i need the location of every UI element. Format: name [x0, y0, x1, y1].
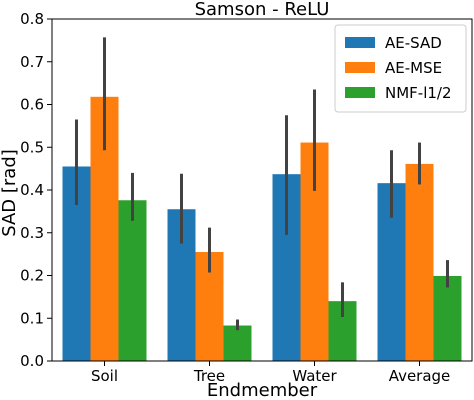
x-tick-label: Soil: [91, 367, 118, 385]
bar: [405, 163, 434, 361]
legend-label: AE-MSE: [385, 59, 442, 77]
plot-area: 0.0 0.1 0.2 0.3 0.4 0.5 0.6 0.7 0.8 Soil Tree Water…: [20, 10, 473, 385]
bar: [223, 325, 252, 361]
y-tick-label: 0.8: [20, 10, 44, 28]
y-tick-label: 0.5: [20, 138, 44, 156]
legend-label: AE-SAD: [385, 34, 442, 52]
legend-label: NMF-l1/2: [385, 84, 452, 102]
y-axis-label: SAD [rad]: [0, 149, 20, 237]
bar: [433, 275, 462, 361]
y-tick-label: 0.4: [20, 181, 44, 199]
chart-title: Samson - ReLU: [195, 0, 330, 20]
legend-swatch: [345, 87, 375, 98]
x-tick-label: Water: [292, 367, 337, 385]
y-tick-label: 0.1: [20, 309, 44, 327]
bar: [118, 200, 147, 361]
x-axis-label: Endmember: [207, 380, 318, 400]
y-tick-label: 0.7: [20, 53, 44, 71]
y-tick-label: 0.3: [20, 224, 44, 242]
y-tick-label: 0.2: [20, 267, 44, 285]
legend: AE-SAD AE-MSE NMF-l1/2: [334, 24, 467, 113]
x-tick-label: Average: [389, 367, 451, 385]
legend-swatch: [345, 37, 375, 48]
y-tick-label: 0.0: [20, 352, 44, 370]
y-tick-label: 0.6: [20, 96, 44, 114]
x-tick-label: Tree: [193, 367, 225, 385]
legend-swatch: [345, 62, 375, 73]
